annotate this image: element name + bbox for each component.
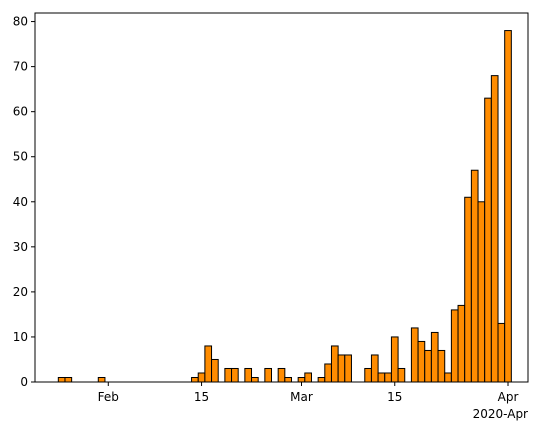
bar: [424, 349, 432, 383]
bar: [484, 97, 492, 383]
bar: [344, 354, 352, 383]
y-tick-label: 60: [13, 105, 28, 119]
bar: [244, 367, 253, 383]
x-tick-label: Feb: [98, 390, 119, 404]
y-tick-label: 70: [13, 60, 28, 74]
bar: [470, 169, 479, 383]
bar: [417, 340, 426, 383]
bar: [410, 327, 419, 383]
bar: [277, 367, 286, 383]
bar: [370, 354, 379, 383]
bar: [97, 376, 106, 383]
bar: [430, 331, 439, 383]
bar: [504, 30, 512, 383]
bar: [464, 196, 472, 383]
x-offset-label: 2020-Apr: [473, 407, 528, 421]
bar: [397, 367, 406, 383]
y-tick-label: 10: [13, 330, 28, 344]
y-tick-label: 40: [13, 195, 28, 209]
bar: [284, 376, 292, 383]
bar: [437, 349, 446, 383]
bar: [390, 336, 399, 383]
bar: [330, 345, 339, 383]
bar: [197, 372, 206, 383]
bar: [264, 367, 273, 383]
bar: [444, 372, 452, 383]
bar: [224, 367, 233, 383]
bar: [337, 354, 346, 383]
y-tick-label: 50: [13, 150, 28, 164]
y-tick-label: 20: [13, 285, 28, 299]
bar: [450, 309, 459, 383]
bar: [364, 367, 372, 383]
bar: [64, 376, 73, 383]
x-tick-label: Mar: [290, 390, 313, 404]
bar: [57, 376, 66, 383]
y-tick-label: 30: [13, 240, 28, 254]
x-tick-label: 15: [387, 390, 402, 404]
bar: [324, 363, 332, 383]
bar: [231, 367, 239, 383]
y-tick-label: 80: [13, 15, 28, 29]
y-tick-label: 0: [20, 375, 28, 389]
x-tick-label: Apr: [498, 390, 519, 404]
bar: [251, 376, 259, 383]
bar: [304, 372, 312, 383]
bar: [457, 304, 466, 383]
bar: [477, 201, 486, 383]
bar: [191, 376, 199, 383]
x-tick-label: 15: [194, 390, 209, 404]
bar: [377, 372, 386, 383]
bar: [297, 376, 306, 383]
bar: [497, 322, 506, 383]
bar: [317, 376, 326, 383]
plot-frame: [34, 12, 529, 383]
bar: [384, 372, 392, 383]
bar: [204, 345, 213, 383]
bar: [211, 358, 219, 383]
bar: [490, 75, 499, 383]
